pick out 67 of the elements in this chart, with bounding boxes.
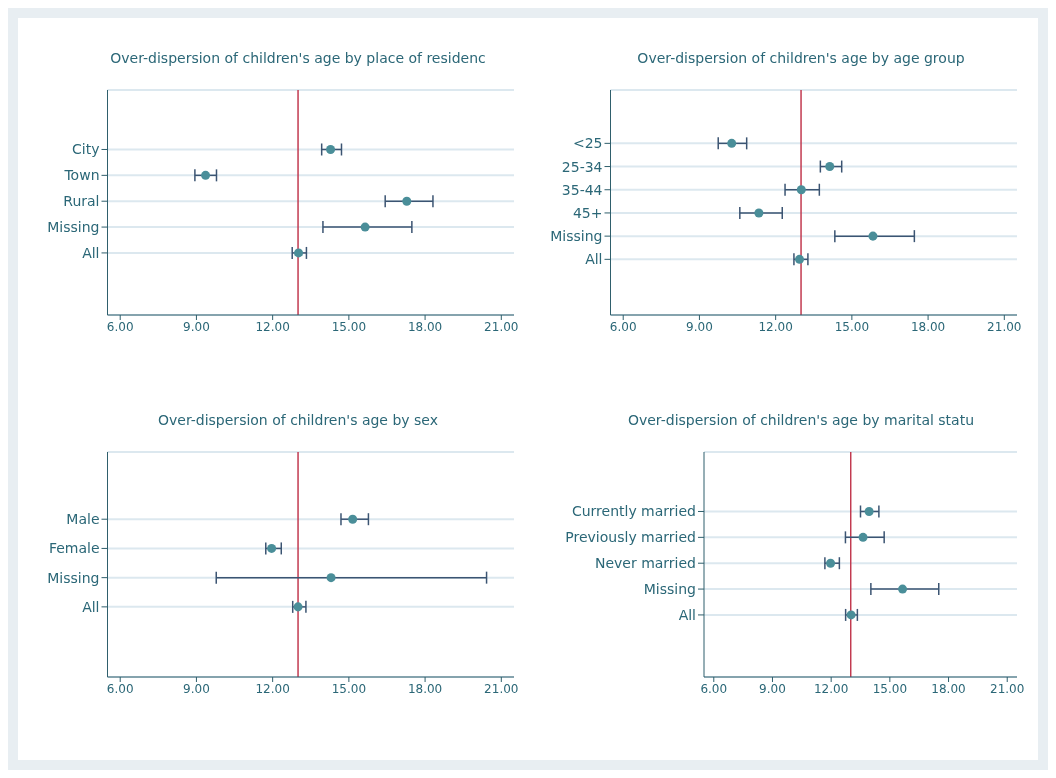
point (326, 573, 336, 583)
y-tick-label: Missing (550, 228, 603, 245)
x-tick-label: 12.00 (813, 681, 849, 696)
y-tick-label: City (72, 141, 100, 158)
point (898, 584, 908, 594)
x-tick-label: 9.00 (759, 681, 786, 696)
y-tick-label: Missing (643, 581, 696, 598)
point (727, 138, 737, 148)
x-tick-label: 21.00 (484, 681, 519, 696)
x-tick-label: 18.00 (931, 681, 966, 696)
point (360, 222, 370, 232)
x-tick-label: 6.00 (609, 319, 637, 334)
x-tick-label: 6.00 (106, 681, 134, 696)
y-tick-label: Female (48, 540, 100, 557)
y-tick-label: Previously married (565, 529, 696, 546)
x-tick-label: 15.00 (331, 681, 367, 696)
point (267, 543, 277, 553)
chart-title: Over-dispersion of children's age by age group (636, 49, 966, 68)
point (402, 196, 412, 206)
point (795, 254, 805, 264)
point (754, 208, 764, 218)
point (858, 532, 868, 542)
chart-title: Over-dispersion of children's age by place of residenc (109, 49, 487, 68)
y-tick-label: Missing (47, 219, 100, 236)
x-tick-label: 9.00 (183, 681, 210, 696)
y-tick-label: All (82, 244, 100, 261)
x-tick-label: 21.00 (484, 319, 519, 334)
y-tick-label: Never married (594, 555, 696, 572)
x-tick-label: 12.00 (758, 319, 793, 334)
point (826, 558, 836, 568)
y-tick-label: 25-34 (561, 158, 603, 175)
chart-title: Over-dispersion of children's age by sex (156, 411, 439, 430)
point (293, 602, 303, 612)
y-tick-label: Town (63, 167, 100, 184)
y-tick-label: All (585, 251, 603, 268)
y-tick-label: All (678, 606, 696, 623)
x-tick-label: 21.00 (987, 319, 1022, 334)
x-tick-label: 6.00 (106, 319, 134, 334)
x-tick-label: 12.00 (255, 681, 290, 696)
y-tick-label: 35-44 (561, 181, 603, 198)
x-tick-label: 15.00 (872, 681, 908, 696)
point (201, 170, 211, 180)
point (864, 506, 874, 516)
x-tick-label: 9.00 (686, 319, 713, 334)
y-tick-label: 45+ (572, 204, 603, 221)
point (294, 248, 304, 258)
y-tick-label: Missing (47, 569, 100, 586)
point (348, 514, 358, 524)
x-tick-label: 12.00 (255, 319, 290, 334)
x-tick-label: 18.00 (407, 319, 443, 334)
x-tick-label: 18.00 (910, 319, 946, 334)
x-tick-label: 6.00 (700, 681, 728, 696)
chart-title: Over-dispersion of children's age by marital statu (626, 411, 976, 430)
point (868, 231, 878, 241)
x-tick-label: 15.00 (331, 319, 367, 334)
y-tick-label: Currently married (571, 503, 696, 520)
y-tick-label: Rural (63, 193, 100, 210)
x-tick-label: 21.00 (990, 681, 1025, 696)
y-tick-label: <25 (572, 135, 603, 152)
x-tick-label: 18.00 (407, 681, 443, 696)
point (326, 144, 336, 154)
point (825, 162, 835, 172)
y-tick-label: All (82, 598, 100, 615)
y-tick-label: Male (66, 511, 100, 528)
point (796, 185, 806, 195)
x-tick-label: 15.00 (834, 319, 870, 334)
x-tick-label: 9.00 (183, 319, 210, 334)
